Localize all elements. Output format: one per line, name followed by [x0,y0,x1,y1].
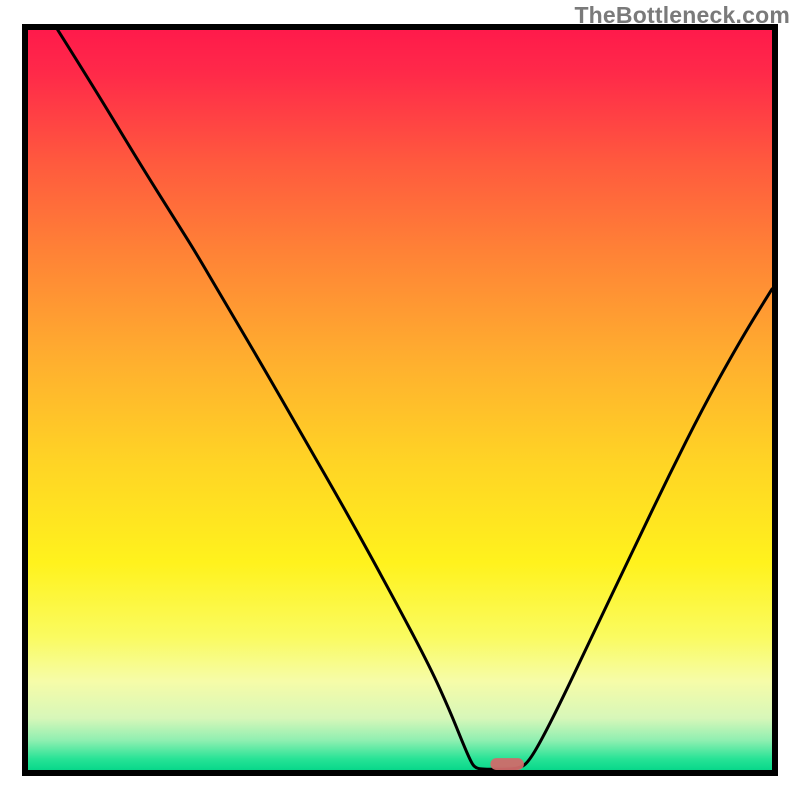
chart-background-gradient [28,30,772,770]
chart-container: TheBottleneck.com [0,0,800,800]
optimal-marker [490,758,523,770]
bottleneck-chart [0,0,800,800]
watermark-text: TheBottleneck.com [574,2,790,29]
